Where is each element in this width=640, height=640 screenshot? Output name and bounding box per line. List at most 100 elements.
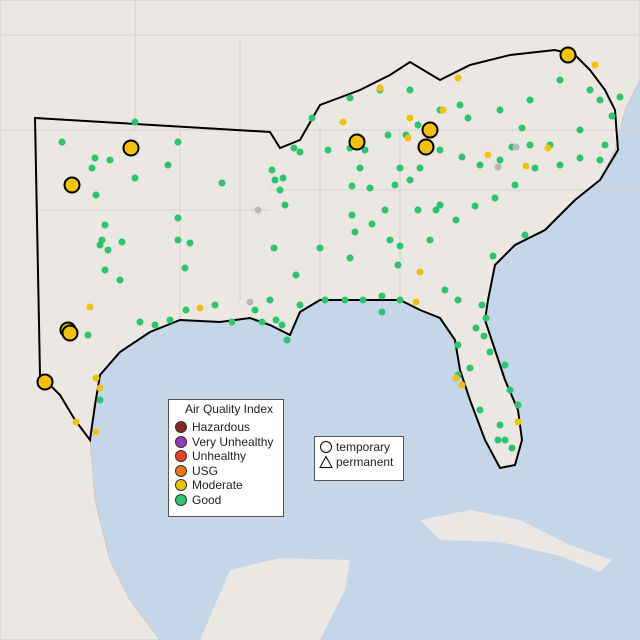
station xyxy=(526,141,534,149)
station xyxy=(279,174,287,182)
station xyxy=(366,184,374,192)
station xyxy=(556,76,564,84)
station xyxy=(508,444,516,452)
station xyxy=(63,176,81,194)
station xyxy=(486,348,494,356)
region-outline xyxy=(33,48,620,470)
station xyxy=(292,271,300,279)
station xyxy=(472,324,480,332)
station xyxy=(480,332,488,340)
station xyxy=(441,286,449,294)
station xyxy=(104,246,112,254)
station xyxy=(454,341,462,349)
legend-label: Moderate xyxy=(192,478,243,493)
station xyxy=(496,421,504,429)
legend-swatch xyxy=(175,450,187,463)
station xyxy=(452,216,460,224)
station xyxy=(101,266,109,274)
station xyxy=(296,301,304,309)
legend-title: Air Quality Index xyxy=(184,402,274,416)
station xyxy=(359,296,367,304)
station xyxy=(151,321,159,329)
legend-row: Good xyxy=(175,493,283,508)
legend-row: permanent xyxy=(319,455,403,470)
legend-swatch xyxy=(175,479,187,492)
station xyxy=(348,211,356,219)
station xyxy=(452,374,460,382)
station xyxy=(426,236,434,244)
station xyxy=(601,141,609,149)
station xyxy=(518,124,526,132)
station xyxy=(406,114,414,122)
station xyxy=(91,154,99,162)
station xyxy=(166,316,174,324)
station xyxy=(421,121,439,139)
legend-row: temporary xyxy=(319,440,403,455)
station xyxy=(531,164,539,172)
station xyxy=(514,418,522,426)
station xyxy=(348,133,366,151)
station xyxy=(136,318,144,326)
circle-icon xyxy=(320,441,332,454)
station xyxy=(511,181,519,189)
triangle-icon xyxy=(319,455,333,468)
station xyxy=(391,181,399,189)
station xyxy=(596,156,604,164)
station xyxy=(378,292,386,300)
station xyxy=(218,179,226,187)
legend-label: USG xyxy=(192,463,219,478)
state-borders xyxy=(0,0,640,320)
station xyxy=(266,296,274,304)
station xyxy=(174,236,182,244)
station xyxy=(122,139,140,157)
station xyxy=(454,74,462,82)
station xyxy=(396,242,404,250)
station xyxy=(61,324,79,342)
station xyxy=(356,164,364,172)
station xyxy=(174,214,182,222)
station xyxy=(368,220,376,228)
station xyxy=(341,296,349,304)
station xyxy=(404,134,412,142)
station xyxy=(92,428,100,436)
station xyxy=(514,401,522,409)
station xyxy=(456,101,464,109)
station xyxy=(591,61,599,69)
station xyxy=(258,318,266,326)
cuba xyxy=(420,510,612,572)
station xyxy=(416,164,424,172)
station xyxy=(506,386,514,394)
station xyxy=(576,154,584,162)
station xyxy=(270,244,278,252)
station xyxy=(324,146,332,154)
station xyxy=(522,162,530,170)
station xyxy=(586,86,594,94)
station xyxy=(321,296,329,304)
station xyxy=(276,186,284,194)
station xyxy=(182,306,190,314)
station xyxy=(416,268,424,276)
station xyxy=(86,303,94,311)
station xyxy=(458,381,466,389)
station xyxy=(346,94,354,102)
legend-swatch xyxy=(175,435,187,448)
legend-label: permanent xyxy=(336,454,394,469)
station xyxy=(386,236,394,244)
station xyxy=(96,384,104,392)
station xyxy=(501,361,509,369)
station xyxy=(556,161,564,169)
station xyxy=(96,241,104,249)
station xyxy=(526,96,534,104)
station xyxy=(58,138,66,146)
station xyxy=(131,174,139,182)
station xyxy=(616,93,624,101)
station xyxy=(96,396,104,404)
station xyxy=(396,296,404,304)
station xyxy=(501,436,509,444)
legend-label: temporary xyxy=(336,440,391,455)
station xyxy=(36,373,54,391)
station xyxy=(458,153,466,161)
station xyxy=(454,296,462,304)
station xyxy=(417,138,435,156)
